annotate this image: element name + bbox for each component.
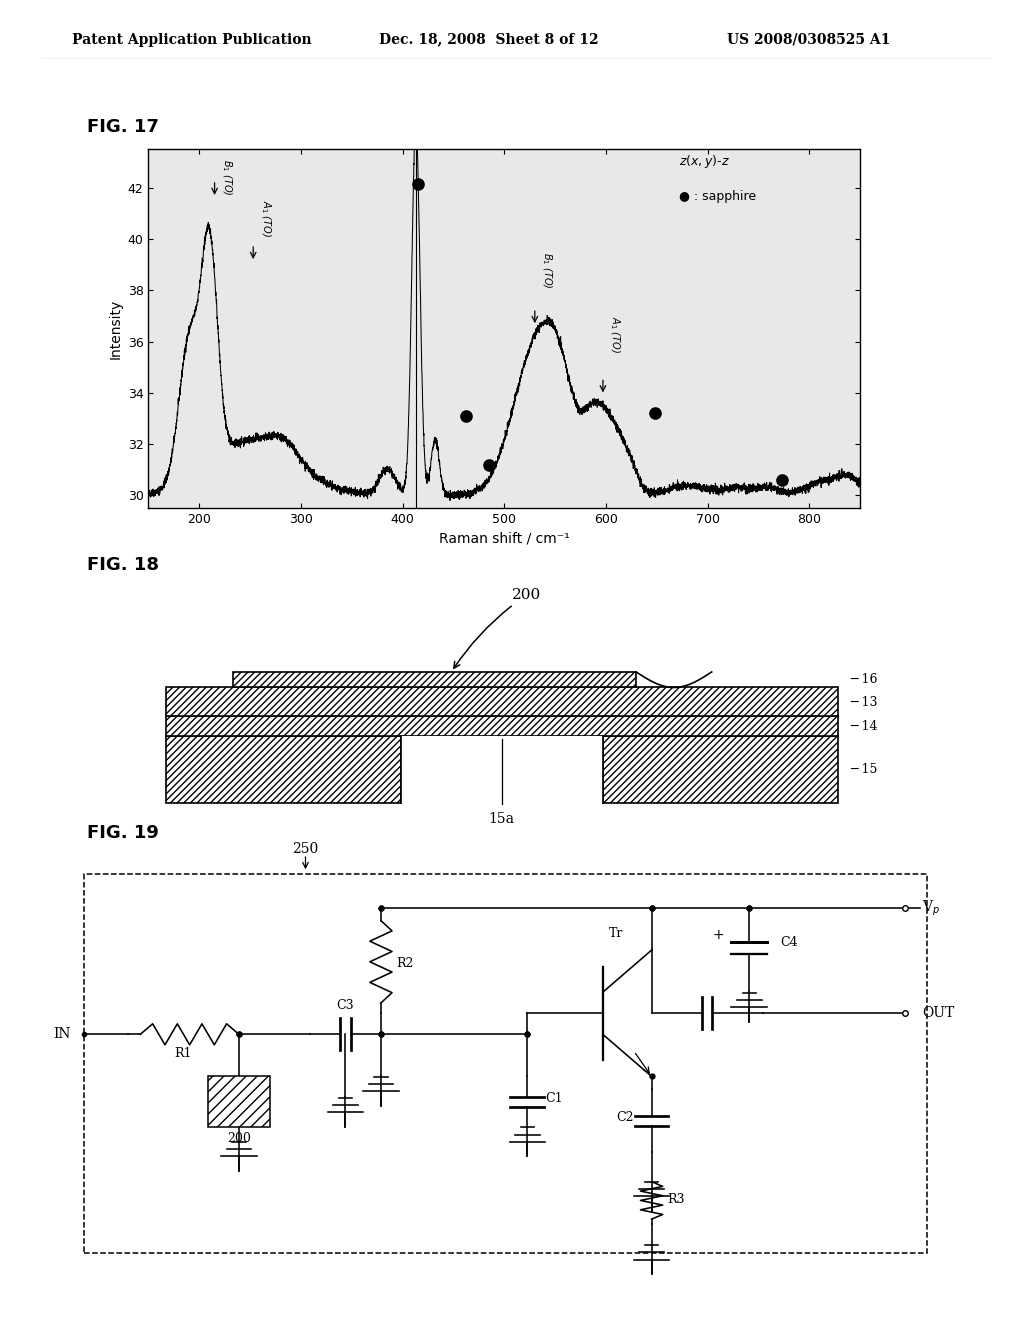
Point [646,403,663,424]
Text: 250: 250 [293,842,318,857]
Text: 200: 200 [227,1131,251,1144]
Text: $A_1$ (TO): $A_1$ (TO) [608,315,622,352]
Bar [602,737,838,803]
Point [774,470,791,491]
Text: V$_p$: V$_p$ [923,899,940,917]
Text: +: + [713,928,724,942]
Bar [166,717,838,737]
Bar [233,672,636,688]
Text: 200: 200 [454,587,542,668]
Text: Patent Application Publication: Patent Application Publication [72,33,311,46]
Text: C4: C4 [780,936,798,949]
Text: ● : sapphire: ● : sapphire [679,190,757,203]
Text: FIG. 18: FIG. 18 [87,556,159,574]
Y-axis label: Intensity: Intensity [109,298,122,359]
Text: C1: C1 [545,1092,563,1105]
Text: OUT: OUT [923,1006,954,1020]
X-axis label: Raman shift / cm⁻¹: Raman shift / cm⁻¹ [439,532,569,545]
Bar [401,737,602,803]
Text: 15a: 15a [488,812,515,826]
Bar [84,874,927,1253]
Text: Tr: Tr [609,928,624,940]
Text: R3: R3 [668,1193,685,1205]
Text: FIG. 19: FIG. 19 [87,824,159,842]
Text: ─ 13: ─ 13 [850,696,878,709]
Text: ─ 15: ─ 15 [850,763,878,776]
Bar [208,1076,270,1127]
Text: R2: R2 [396,957,414,970]
Point [481,454,498,475]
Text: $B_1$ (TO): $B_1$ (TO) [220,160,233,197]
Text: $A_1$ (TO): $A_1$ (TO) [259,201,272,238]
Text: US 2008/0308525 A1: US 2008/0308525 A1 [727,33,891,46]
Text: $z(x,y)$-$z$: $z(x,y)$-$z$ [679,153,730,169]
Text: Dec. 18, 2008  Sheet 8 of 12: Dec. 18, 2008 Sheet 8 of 12 [379,33,598,46]
Point [458,405,474,426]
Text: R1: R1 [175,1048,193,1060]
Point [410,173,426,194]
Text: $B_1$ (TO): $B_1$ (TO) [541,252,554,288]
Bar [166,688,838,717]
Text: C3: C3 [337,999,354,1012]
Text: IN: IN [53,1027,71,1041]
Text: FIG. 17: FIG. 17 [87,117,159,136]
Text: ─ 14: ─ 14 [850,719,878,733]
Text: ─ 16: ─ 16 [850,673,878,686]
Text: C2: C2 [616,1110,634,1123]
Bar [166,737,401,803]
